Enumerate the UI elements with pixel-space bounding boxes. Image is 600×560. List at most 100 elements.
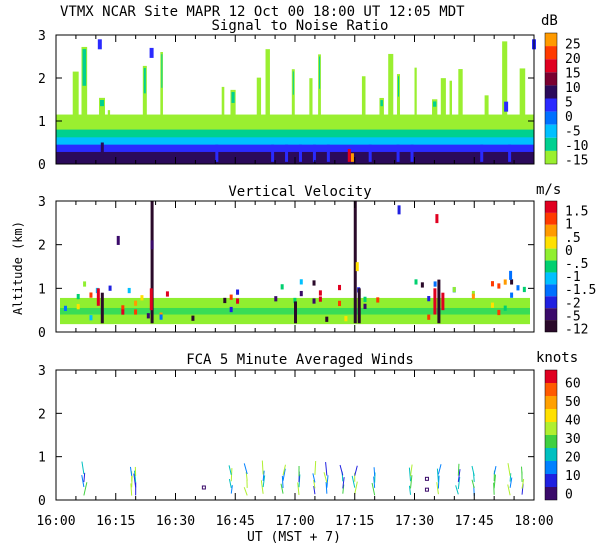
vv-cell xyxy=(414,279,418,285)
snr-plume xyxy=(414,67,417,117)
wind-barb xyxy=(323,472,328,483)
colorbar-swatch xyxy=(545,72,557,86)
y-tick-label: 1 xyxy=(38,451,46,466)
colorbar-swatch xyxy=(545,150,557,164)
vv-cell xyxy=(435,214,439,224)
vv-cell xyxy=(427,296,431,302)
snr-plume-core xyxy=(397,76,399,97)
x-tick-label: 17:45 xyxy=(455,514,494,529)
colorbar-label: 5 xyxy=(565,96,573,111)
vv-column xyxy=(96,288,100,306)
snr-title: Signal to Noise Ratio xyxy=(211,18,388,34)
vv-cell xyxy=(293,297,297,304)
wind-barb xyxy=(509,473,512,482)
colorbar-label: -5 xyxy=(565,125,581,140)
wind-barb xyxy=(228,465,232,475)
wind-barb xyxy=(493,474,497,489)
vv-cell xyxy=(471,290,475,297)
colorbar-swatch xyxy=(545,212,557,225)
colorbar-label: 20 xyxy=(565,52,581,67)
snr-plume-core xyxy=(161,54,163,88)
wind-barb xyxy=(507,463,511,476)
vv-column xyxy=(100,292,104,324)
colorbar-label: 10 xyxy=(565,81,581,96)
colorbar-label: 60 xyxy=(565,376,581,391)
snr-plume-core xyxy=(231,92,235,103)
vv-cell xyxy=(121,305,125,311)
vv-cell xyxy=(516,285,520,291)
wind-barb xyxy=(354,465,358,476)
colorbar-swatch xyxy=(545,33,557,47)
colorbar-swatch xyxy=(545,435,557,448)
snr-plume-core xyxy=(433,101,437,107)
wind-barb xyxy=(130,483,133,496)
snr-cell xyxy=(97,39,102,50)
wind-barb xyxy=(81,461,85,475)
snr-cell xyxy=(100,142,104,162)
vv-cell xyxy=(503,279,507,285)
wind-barb xyxy=(245,471,248,481)
vv-cell xyxy=(363,303,367,310)
wind-barb xyxy=(243,463,248,475)
snr-plume xyxy=(309,78,313,117)
x-tick-label: 16:15 xyxy=(96,514,135,529)
wind-barb xyxy=(408,467,412,482)
vv-cell xyxy=(236,298,240,304)
colorbar-frame xyxy=(544,369,558,501)
wind-barb xyxy=(325,481,328,494)
winds-y-axis: 0 1 2 3 xyxy=(38,364,535,509)
winds-colorbar: 60 50 40 30 20 10 0 xyxy=(544,369,581,503)
vv-cell xyxy=(376,297,380,303)
wind-barb xyxy=(325,462,328,476)
vv-cell xyxy=(490,302,494,308)
wind-barb xyxy=(313,479,316,489)
colorbar-label: 1 xyxy=(565,218,573,233)
vv-cell xyxy=(497,309,501,316)
colorbar-label: 20 xyxy=(565,451,581,466)
colorbar-label: 15 xyxy=(565,66,581,81)
vv-cell xyxy=(76,293,80,300)
y-tick-label: 0 xyxy=(38,494,46,509)
vv-cell xyxy=(318,296,322,302)
colorbar-label: 1.5 xyxy=(565,205,588,220)
vv-cell xyxy=(471,293,475,300)
colorbar-label: .5 xyxy=(565,231,581,246)
snr-plume-core xyxy=(143,68,146,94)
vv-cell xyxy=(116,235,120,245)
wind-barb xyxy=(373,467,376,477)
snr-column xyxy=(271,144,275,162)
colorbar-label: 0 xyxy=(565,110,573,125)
winds-plot-area xyxy=(55,369,535,501)
vv-column xyxy=(294,301,297,324)
wind-barb xyxy=(243,487,248,496)
vv-cell xyxy=(89,292,93,298)
vv-cell xyxy=(312,280,316,286)
y-tick-label: 2 xyxy=(38,407,46,422)
snr-plume xyxy=(256,77,262,117)
winds-panel: FCA 5 Minute Averaged Winds knots 0 1 2 3 6… xyxy=(38,350,581,509)
wind-barb xyxy=(410,475,413,489)
snr-column xyxy=(410,144,414,162)
colorbar-swatch xyxy=(545,137,557,151)
wind-barb xyxy=(342,484,345,494)
vv-cell xyxy=(280,284,284,290)
colorbar-swatch xyxy=(545,320,557,332)
wind-barb xyxy=(471,479,475,489)
colorbar-label: -10 xyxy=(565,139,588,154)
vv-cell xyxy=(108,285,112,291)
x-tick-label: 16:30 xyxy=(156,514,195,529)
vv-cell xyxy=(503,305,507,311)
snr-plume xyxy=(519,68,526,117)
vv-cell xyxy=(509,270,513,280)
wind-barb xyxy=(129,466,133,476)
vv-column xyxy=(441,292,445,311)
wind-barb xyxy=(520,466,523,475)
vv-cell xyxy=(325,316,329,322)
vv-cell xyxy=(338,284,342,291)
snr-column xyxy=(298,144,302,162)
snr-cell xyxy=(504,101,509,112)
vv-y-axis: 0 1 2 3 xyxy=(38,195,535,341)
wind-barb xyxy=(314,460,317,475)
